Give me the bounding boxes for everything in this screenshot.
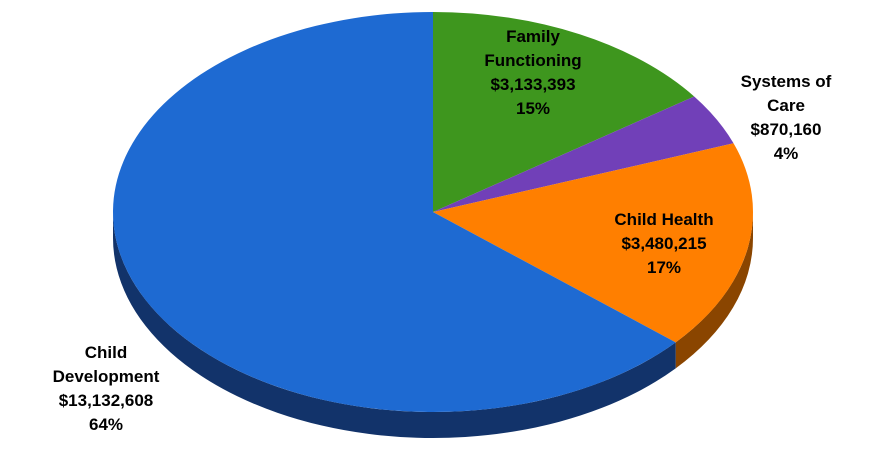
- pie-slice-0: [433, 12, 695, 212]
- slice-label-line: Child: [85, 343, 128, 362]
- slice-label-line: Systems of: [741, 72, 832, 91]
- slice-percent-label: 4%: [774, 144, 799, 163]
- pie-slice-3: [112, 12, 676, 412]
- slice-amount-label: $13,132,608: [59, 391, 154, 410]
- slice-percent-label: 64%: [89, 415, 123, 434]
- pie-sides: [113, 212, 753, 439]
- slice-amount-label: $870,160: [751, 120, 822, 139]
- pie-slices: [112, 12, 754, 412]
- slice-amount-label: $3,480,215: [621, 234, 706, 253]
- pie-labels: Family Functioning $3,133,393 15% Systems of…: [53, 27, 832, 434]
- slice-label-line: Child Health: [614, 210, 713, 229]
- slice-percent-label: 17%: [647, 258, 681, 277]
- slice-label-line: Functioning: [484, 51, 581, 70]
- pie-side-2-0: [675, 212, 753, 369]
- slice-percent-label: 15%: [516, 99, 550, 118]
- slice-label-line: Care: [767, 96, 805, 115]
- slice-amount-label: $3,133,393: [490, 75, 575, 94]
- pie-slice-1: [433, 96, 734, 212]
- pie-slice-2: [433, 143, 754, 343]
- pie-side-3-0: [113, 212, 676, 439]
- slice-label-line: Development: [53, 367, 160, 386]
- slice-label-line: Family: [506, 27, 560, 46]
